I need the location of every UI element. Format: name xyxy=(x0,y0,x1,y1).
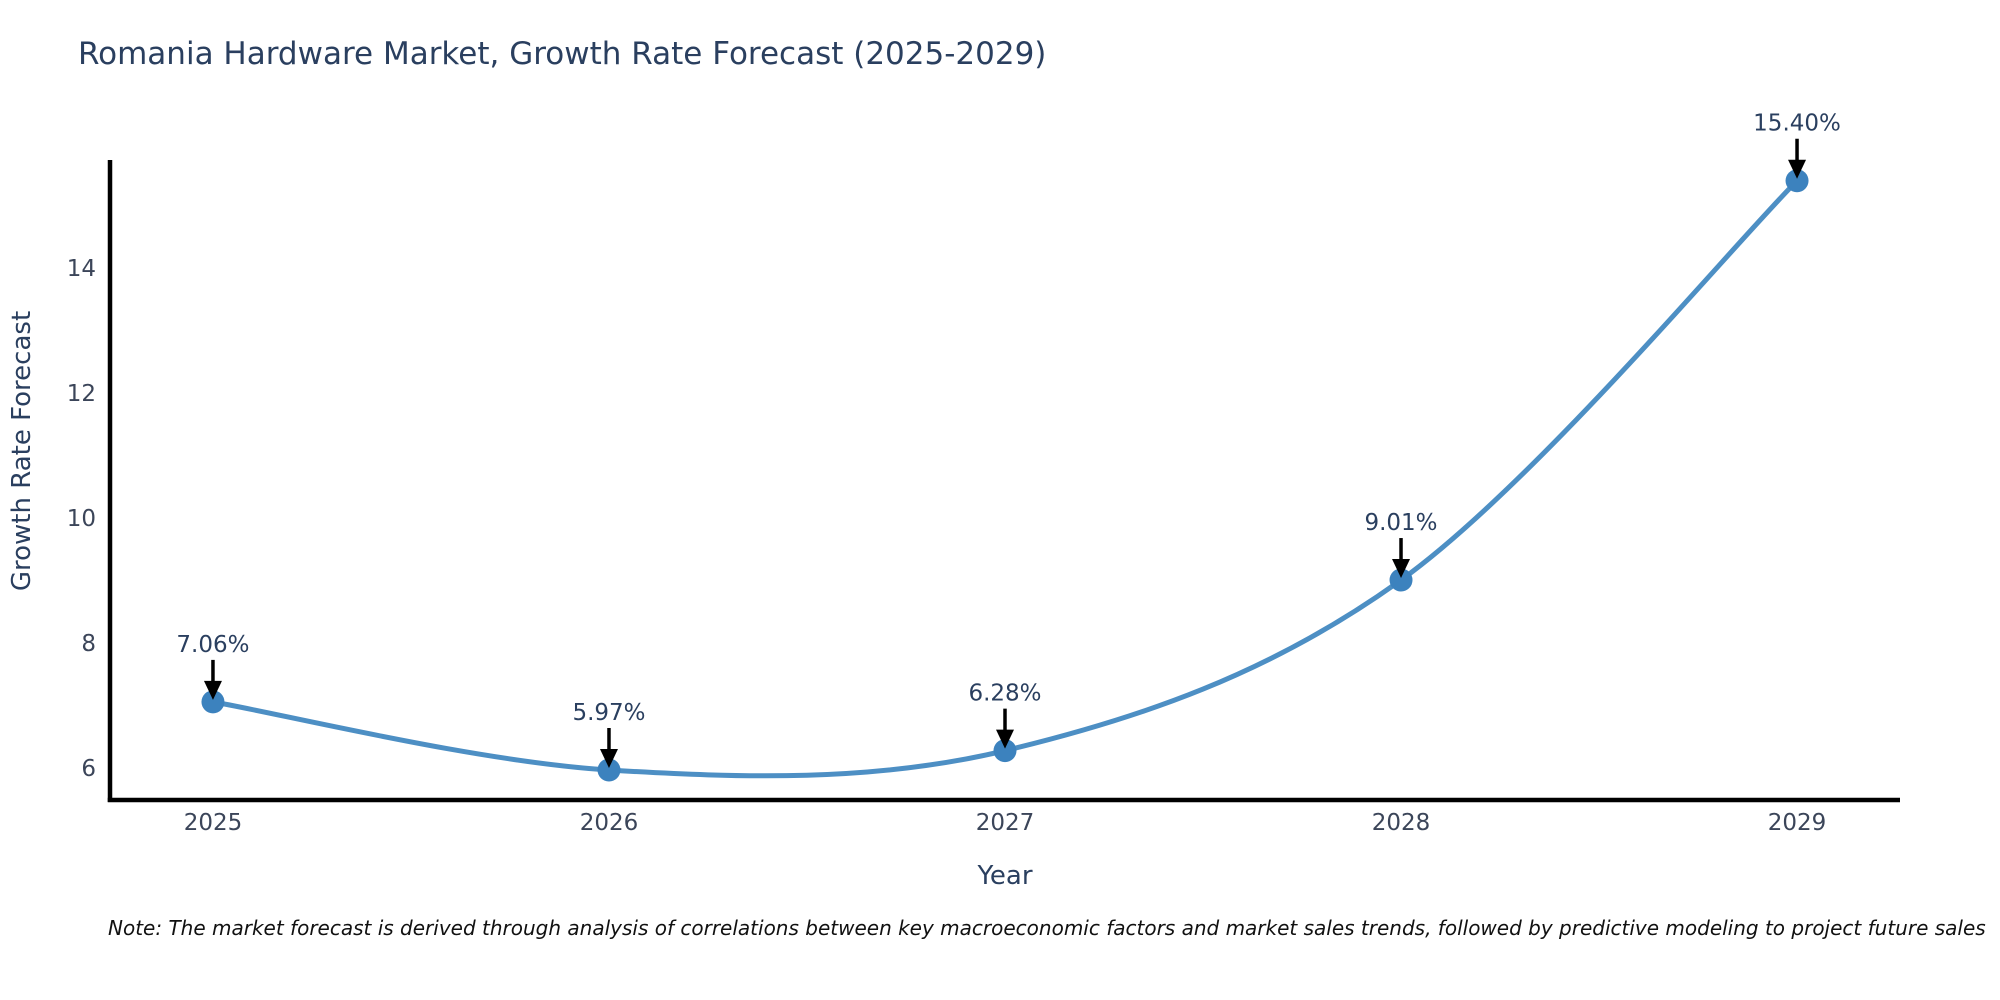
data-point-marker xyxy=(993,739,1017,763)
annotation-arrowhead-icon xyxy=(1788,159,1807,179)
data-point-label: 9.01% xyxy=(1364,510,1437,536)
annotation-arrowhead-icon xyxy=(1392,559,1411,579)
chart-title: Romania Hardware Market, Growth Rate For… xyxy=(78,36,1047,72)
point-annotations: 7.06% 5.97% 6.28% 9.01% 15.40% xyxy=(176,111,1841,769)
y-tick-label: 14 xyxy=(67,256,96,282)
data-point-marker xyxy=(1389,568,1413,592)
y-tick-label: 6 xyxy=(81,756,96,782)
x-tick-label: 2025 xyxy=(184,810,243,836)
data-point-label: 7.06% xyxy=(176,632,249,658)
y-tick-label: 8 xyxy=(81,631,96,657)
data-point-label: 15.40% xyxy=(1753,111,1841,137)
annotation-arrowhead-icon xyxy=(599,749,618,769)
axis-tick-labels: 6 8 10 12 14 2025 2026 2027 2028 2029 xyxy=(67,256,1827,836)
annotation-arrowhead-icon xyxy=(996,729,1014,749)
y-tick-label: 10 xyxy=(67,506,96,532)
y-axis-title: Growth Rate Forecast xyxy=(7,311,37,591)
footnote: Note: The market forecast is derived thr… xyxy=(108,916,1986,940)
x-axis-title: Year xyxy=(976,861,1032,891)
data-point-marker xyxy=(597,758,621,782)
data-point-label: 6.28% xyxy=(968,681,1041,707)
annotation-arrowhead-icon xyxy=(203,680,222,700)
x-tick-label: 2026 xyxy=(580,810,639,836)
x-tick-label: 2028 xyxy=(1372,810,1431,836)
data-point-marker xyxy=(1785,169,1809,193)
data-point-label: 5.97% xyxy=(572,700,645,726)
x-tick-label: 2029 xyxy=(1768,810,1827,836)
x-tick-label: 2027 xyxy=(976,810,1035,836)
y-tick-label: 12 xyxy=(67,381,96,407)
data-series xyxy=(201,169,1809,782)
data-point-marker xyxy=(201,690,225,714)
